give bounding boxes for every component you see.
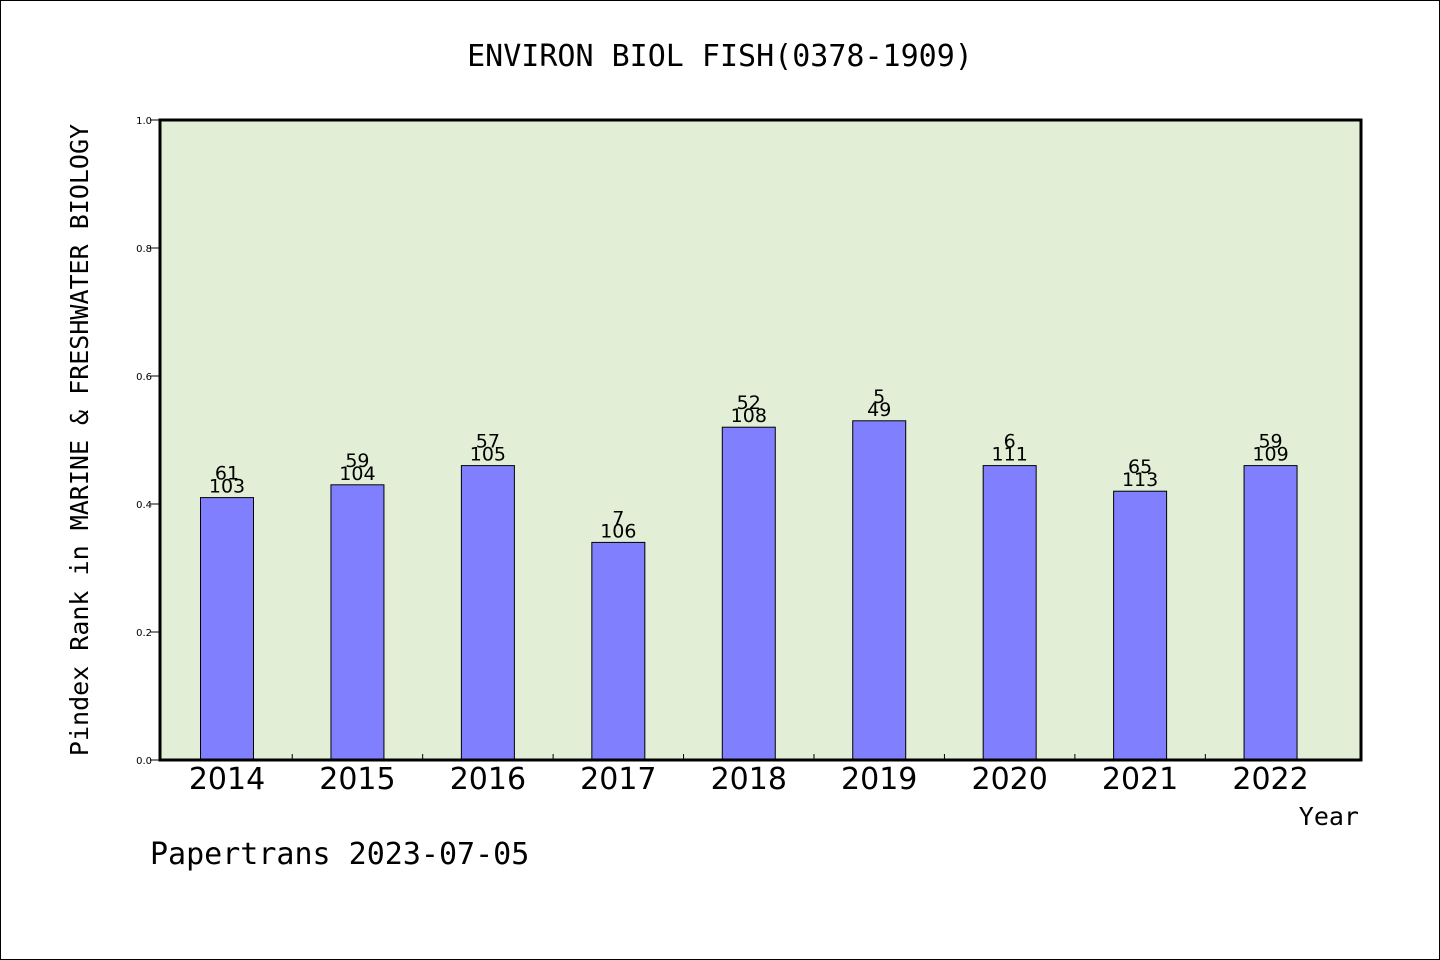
bar-2019: [852, 420, 907, 761]
bar-total-label: 49: [867, 399, 891, 421]
bar-rank-label: 5: [873, 386, 885, 408]
bar-total-label: 105: [470, 444, 506, 466]
x-tick-label: 2015: [319, 762, 395, 797]
bar-2020: [982, 465, 1037, 761]
y-tick-label: 0.8: [136, 244, 152, 255]
footer-credit: Papertrans 2023-07-05: [150, 837, 529, 872]
x-tick-label: 2016: [450, 762, 526, 797]
bar-2021: [1113, 490, 1168, 761]
x-tick-label: 2014: [189, 762, 265, 797]
bar-total-label: 106: [600, 520, 636, 542]
chart-title: ENVIRON BIOL FISH(0378-1909): [467, 39, 973, 74]
x-axis: 2014 2015 2016 2017 2018 2019 2020 2021 2022: [189, 754, 1309, 797]
bar-rank-label: 59: [1258, 431, 1282, 453]
bar-2016: [460, 465, 515, 761]
bar-2022: [1243, 465, 1298, 761]
x-tick-label: 2022: [1232, 762, 1308, 797]
bar-rank-label: 57: [476, 431, 500, 453]
y-tick-label: 1.0: [136, 116, 152, 127]
x-tick-label: 2017: [580, 762, 656, 797]
bar-rank-label: 6: [1004, 431, 1016, 453]
bar-2015: [330, 484, 385, 761]
x-tick-label: 2019: [841, 762, 917, 797]
bar-total-label: 113: [1122, 469, 1158, 491]
bar-rank-label: 52: [737, 392, 761, 414]
y-axis: 0.0 0.2 0.4 0.6 0.8 1.0: [136, 116, 160, 767]
bars-group: 6110359104571057106521085496111651135910…: [200, 386, 1298, 761]
bar-total-label: 104: [339, 463, 375, 485]
bar-total-label: 109: [1252, 444, 1288, 466]
bar-rank-label: 65: [1128, 456, 1152, 478]
y-tick-label: 0.2: [136, 628, 152, 639]
x-tick-label: 2020: [971, 762, 1047, 797]
bar-2018: [721, 426, 776, 761]
bar-rank-label: 7: [612, 507, 624, 529]
plot-border: [158, 118, 1363, 762]
x-tick-label: 2021: [1102, 762, 1178, 797]
bar-total-label: 103: [209, 476, 245, 498]
bar-total-label: 108: [731, 405, 767, 427]
y-tick-label: 0.0: [136, 756, 152, 767]
bar-rank-label: 59: [345, 450, 369, 472]
x-tick-label: 2018: [711, 762, 787, 797]
bar-total-label: 111: [992, 444, 1028, 466]
y-axis-label: Pindex Rank in MARINE & FRESHWATER BIOLO…: [65, 124, 94, 756]
y-tick-label: 0.6: [136, 372, 152, 383]
x-axis-label: Year: [1299, 802, 1359, 831]
y-tick-label: 0.4: [136, 500, 152, 511]
bar-rank-label: 61: [215, 463, 239, 485]
bar-2017: [591, 541, 646, 761]
bar-2014: [200, 497, 254, 761]
